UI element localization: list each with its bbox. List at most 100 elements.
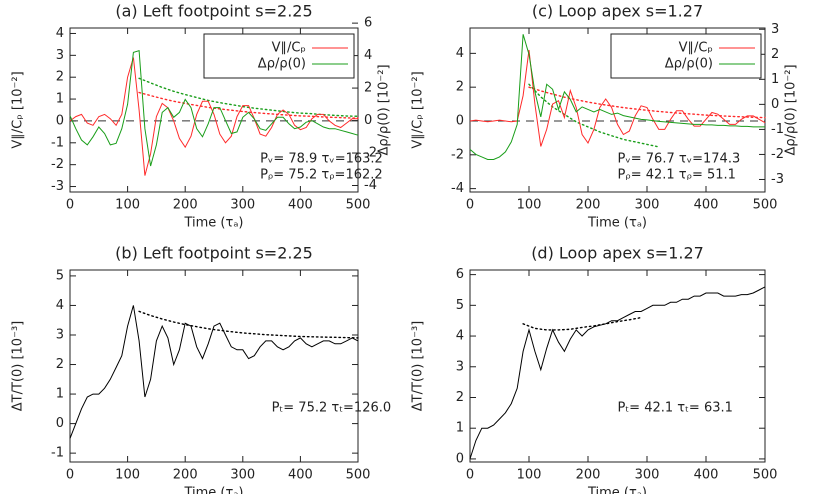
y-tick-label: -1 [51, 135, 64, 150]
y2-tick-label: 6 [364, 16, 372, 31]
annotation: Pₜ= 75.2 τₜ=126.0 [272, 401, 392, 416]
x-tick-label: 200 [173, 468, 198, 483]
y-axis-label: V∥/Cₚ [10⁻²] [11, 71, 26, 148]
y-tick-label: -2 [451, 147, 464, 162]
panel: (d) Loop apex s=1.27 0 100 200 300 400 500 0 1 2 3… [411, 244, 778, 494]
x-tick-label: 400 [288, 468, 313, 483]
legend-label: Δρ/ρ(0) [258, 57, 306, 72]
y-tick-label: 2 [56, 357, 64, 372]
y-tick-label: 0 [56, 113, 64, 128]
plot-frame [69, 269, 359, 463]
panel: (a) Left footpoint s=2.25 0 100 200 300 400 50… [11, 2, 392, 231]
fit-line [522, 316, 642, 331]
x-tick-label: 100 [115, 468, 140, 483]
y2-tick-label: 2 [771, 47, 779, 62]
y-tick-label: 0 [456, 113, 464, 128]
y2-tick-label: -1 [771, 122, 784, 137]
y-tick-label: 2 [456, 80, 464, 95]
x-tick-label: 200 [576, 468, 601, 483]
y-tick-label: -2 [51, 157, 64, 172]
y-tick-label: 5 [456, 298, 464, 313]
x-tick-label: 500 [753, 198, 778, 213]
x-tick-label: 300 [635, 198, 660, 213]
x-tick-label: 200 [173, 198, 198, 213]
x-tick-label: 300 [230, 198, 255, 213]
y-tick-label: 2 [56, 70, 64, 85]
panel: (b) Left footpoint s=2.250 100 200 300 400 50… [11, 244, 392, 494]
y-tick-label: 0 [56, 416, 64, 431]
y-axis-label: ΔT/T(0) [10⁻³] [11, 321, 26, 411]
y2-axis-label: Δρ/ρ(0) [10⁻²] [377, 64, 392, 155]
y-tick-label: 6 [456, 267, 464, 282]
panel-title: (c) Loop apex s=1.27 [532, 2, 703, 21]
y2-tick-label: 0 [771, 97, 779, 112]
y2-tick-label: 2 [364, 81, 372, 96]
x-axis-label: Time (τₐ) [183, 486, 243, 494]
y2-tick-label: -3 [771, 172, 784, 187]
legend-label: V∥/Cₚ [272, 41, 306, 56]
y-tick-label: -1 [51, 446, 64, 461]
y2-tick-label: 0 [364, 113, 372, 128]
y-tick-label: 3 [56, 48, 64, 63]
x-tick-label: 100 [115, 198, 140, 213]
x-tick-label: 0 [466, 468, 474, 483]
x-tick-label: 500 [753, 468, 778, 483]
x-axis-label: Time (τₐ) [183, 216, 243, 231]
legend-label: V∥/Cₚ [679, 41, 713, 56]
data-line [469, 49, 766, 147]
annotation: Pₜ= 42.1 τₜ= 63.1 [618, 401, 733, 416]
data-line [69, 50, 359, 167]
plot-frame [469, 269, 766, 463]
x-tick-label: 400 [288, 198, 313, 213]
x-tick-label: 300 [635, 468, 660, 483]
y-tick-label: 4 [56, 298, 64, 313]
plot-frame [69, 27, 359, 193]
annotation: Pᵥ= 78.9 τᵥ=163.2 [260, 152, 383, 167]
y2-tick-label: -2 [771, 147, 784, 162]
x-tick-label: 100 [517, 198, 542, 213]
x-tick-label: 400 [694, 198, 719, 213]
fit-line [138, 310, 359, 339]
panel-title: (b) Left footpoint s=2.25 [115, 244, 313, 263]
y-tick-label: 4 [456, 46, 464, 61]
x-tick-label: 500 [346, 468, 371, 483]
y-tick-label: 1 [56, 92, 64, 107]
panel-title: (d) Loop apex s=1.27 [531, 244, 704, 263]
legend-label: Δρ/ρ(0) [665, 57, 713, 72]
y2-tick-label: 3 [771, 22, 779, 37]
y-tick-label: -3 [51, 179, 64, 194]
y-tick-label: 3 [456, 359, 464, 374]
y-tick-label: 4 [56, 26, 64, 41]
x-tick-label: 300 [230, 468, 255, 483]
y-tick-label: 4 [456, 329, 464, 344]
x-tick-label: 0 [66, 468, 74, 483]
y-tick-label: 2 [456, 390, 464, 405]
x-tick-label: 500 [346, 198, 371, 213]
fit-line [138, 77, 359, 117]
annotation: Pᵨ= 75.2 τᵨ=162.2 [260, 168, 383, 183]
x-tick-label: 0 [466, 198, 474, 213]
annotation: Pᵨ= 42.1 τᵨ= 51.1 [618, 168, 736, 183]
panel: (c) Loop apex s=1.270 100 200 300 400 500-4-2… [411, 2, 799, 231]
panel-title: (a) Left footpoint s=2.25 [115, 2, 312, 21]
legend-box [203, 33, 355, 79]
y2-tick-label: -2 [364, 146, 377, 161]
data-line [469, 286, 766, 460]
annotation: Pᵥ= 76.7 τᵥ=174.3 [618, 152, 741, 167]
x-tick-label: 200 [576, 198, 601, 213]
y-tick-label: 0 [456, 451, 464, 466]
x-axis-label: Time (τₐ) [587, 216, 647, 231]
y-tick-label: 1 [456, 421, 464, 436]
y-tick-label: 5 [56, 268, 64, 283]
y2-tick-label: 4 [364, 48, 372, 63]
x-tick-label: 100 [517, 468, 542, 483]
fit-line [528, 83, 660, 148]
y-axis-label: V∥/Cₚ [10⁻²] [411, 71, 426, 148]
y-tick-label: -4 [451, 181, 464, 196]
y2-tick-label: -4 [364, 178, 377, 193]
data-line [69, 305, 359, 439]
y2-axis-label: Δρ/ρ(0) [10⁻²] [784, 64, 799, 155]
legend-box [610, 33, 762, 79]
y2-tick-label: 1 [771, 72, 779, 87]
y-tick-label: 3 [56, 327, 64, 342]
